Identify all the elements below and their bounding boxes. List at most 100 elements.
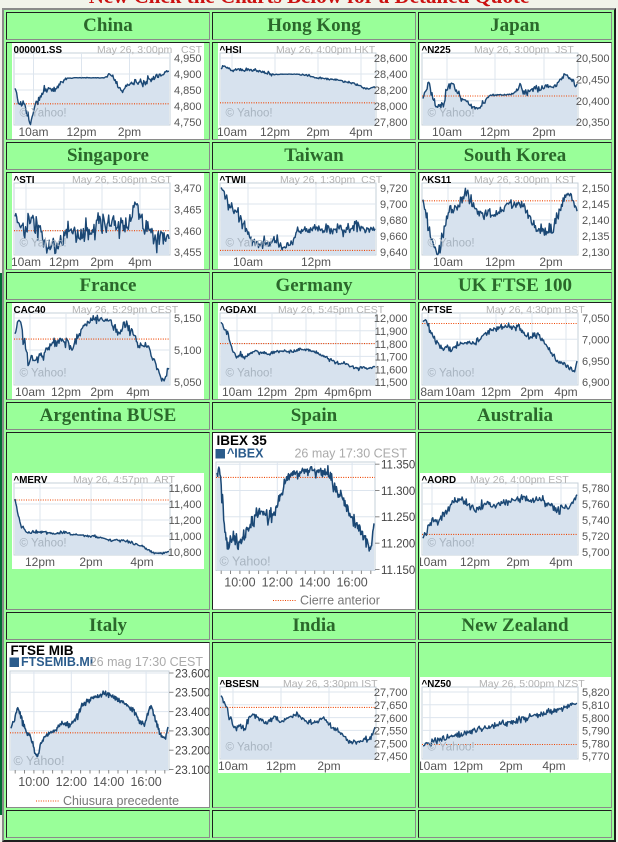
svg-text:12pm: 12pm (260, 125, 290, 139)
svg-text:^NZ50: ^NZ50 (421, 679, 451, 690)
svg-text:23.400: 23.400 (175, 707, 209, 719)
svg-text:May 26, 3:30pm IST: May 26, 3:30pm IST (283, 678, 378, 690)
svg-text:10am: 10am (420, 759, 447, 773)
svg-text:10am: 10am (218, 759, 248, 773)
svg-text:© Yahoo!: © Yahoo! (220, 555, 271, 569)
svg-text:May 26, 4:00pm HKT: May 26, 4:00pm HKT (276, 44, 376, 56)
svg-text:3,455: 3,455 (174, 247, 202, 259)
svg-text:11,800: 11,800 (375, 339, 408, 351)
svg-text:28,200: 28,200 (374, 85, 408, 97)
svg-text:11.200: 11.200 (381, 539, 415, 551)
svg-text:20,450: 20,450 (575, 75, 609, 87)
svg-text:10am: 10am (233, 255, 263, 269)
svg-text:CAC40: CAC40 (14, 305, 47, 316)
svg-text:5,780: 5,780 (581, 738, 609, 750)
svg-text:^GDAXI: ^GDAXI (220, 305, 257, 316)
svg-text:6pm: 6pm (348, 385, 371, 399)
svg-text:2,145: 2,145 (581, 199, 609, 211)
svg-text:9,680: 9,680 (380, 215, 408, 227)
svg-text:11,000: 11,000 (169, 531, 202, 543)
svg-text:5,050: 5,050 (174, 377, 202, 389)
svg-text:May 26, 3:00pm JST: May 26, 3:00pm JST (474, 44, 574, 56)
svg-text:12pm: 12pm (266, 759, 296, 773)
svg-text:16:00: 16:00 (336, 576, 367, 590)
svg-text:2pm: 2pm (79, 555, 102, 569)
svg-text:12pm: 12pm (301, 255, 331, 269)
svg-text:23.300: 23.300 (175, 726, 209, 738)
svg-text:5,780: 5,780 (581, 483, 609, 495)
svg-text:27,650: 27,650 (374, 700, 408, 712)
svg-text:11,700: 11,700 (375, 352, 408, 364)
svg-text:^N225: ^N225 (421, 45, 451, 56)
svg-text:12pm: 12pm (257, 385, 287, 399)
svg-text:© Yahoo!: © Yahoo! (427, 368, 474, 380)
svg-text:© Yahoo!: © Yahoo! (427, 742, 474, 754)
svg-text:May 26, 5:06pm SGT: May 26, 5:06pm SGT (72, 174, 172, 186)
svg-text:^TWII: ^TWII (220, 175, 247, 186)
svg-text:May 26, 5:29pm CEST: May 26, 5:29pm CEST (72, 304, 179, 316)
svg-text:12pm: 12pm (49, 255, 79, 269)
svg-text:FTSE MIB: FTSE MIB (11, 643, 74, 658)
svg-text:5,720: 5,720 (581, 531, 609, 543)
svg-text:4,950: 4,950 (174, 53, 202, 65)
svg-text:27,450: 27,450 (374, 751, 408, 763)
svg-text:28,400: 28,400 (374, 69, 408, 81)
svg-text:10am: 10am (15, 385, 45, 399)
svg-text:4pm: 4pm (126, 385, 149, 399)
svg-text:7,050: 7,050 (581, 313, 609, 325)
svg-text:12:00: 12:00 (56, 775, 87, 789)
svg-text:10:00: 10:00 (18, 775, 49, 789)
svg-text:14:00: 14:00 (299, 576, 330, 590)
svg-text:2pm: 2pm (294, 385, 317, 399)
svg-text:11.150: 11.150 (381, 565, 415, 577)
svg-text:5,100: 5,100 (174, 345, 202, 357)
svg-text:9,640: 9,640 (380, 247, 408, 259)
svg-text:5,700: 5,700 (581, 547, 609, 559)
svg-text:2pm: 2pm (118, 125, 141, 139)
svg-text:2pm: 2pm (90, 255, 113, 269)
svg-text:2pm: 2pm (532, 125, 555, 139)
svg-text:12:00: 12:00 (262, 576, 293, 590)
svg-text:2pm: 2pm (317, 759, 340, 773)
svg-text:11,200: 11,200 (169, 515, 202, 527)
svg-text:12pm: 12pm (51, 385, 81, 399)
svg-text:10,800: 10,800 (168, 547, 202, 559)
svg-text:4,900: 4,900 (174, 69, 202, 81)
svg-text:11,600: 11,600 (169, 483, 202, 495)
svg-text:6,950: 6,950 (581, 356, 609, 368)
svg-text:12pm: 12pm (479, 125, 509, 139)
svg-text:27,600: 27,600 (374, 713, 408, 725)
svg-text:4pm: 4pm (542, 759, 565, 773)
svg-text:26 mag 17:30 CEST: 26 mag 17:30 CEST (90, 655, 204, 669)
svg-text:10am: 10am (218, 125, 247, 139)
svg-text:10am: 10am (432, 255, 462, 269)
svg-text:10am: 10am (431, 125, 461, 139)
svg-text:14:00: 14:00 (93, 775, 124, 789)
svg-text:May 26, 3:00pm KST: May 26, 3:00pm KST (474, 174, 576, 186)
svg-text:27,550: 27,550 (374, 726, 408, 738)
svg-text:27,800: 27,800 (374, 117, 408, 129)
svg-text:2pm: 2pm (90, 385, 113, 399)
svg-text:23.500: 23.500 (175, 688, 209, 700)
svg-text:4pm: 4pm (128, 255, 151, 269)
svg-text:2pm: 2pm (506, 555, 529, 569)
svg-text:^MERV: ^MERV (14, 475, 48, 486)
svg-text:4pm: 4pm (554, 385, 577, 399)
svg-text:5,820: 5,820 (581, 687, 609, 699)
svg-text:3,470: 3,470 (174, 183, 202, 195)
svg-text:3,465: 3,465 (174, 205, 202, 217)
svg-text:10am: 10am (18, 125, 48, 139)
svg-text:© Yahoo!: © Yahoo! (20, 108, 67, 120)
svg-text:3,460: 3,460 (174, 226, 202, 238)
svg-text:4pm: 4pm (549, 555, 572, 569)
svg-text:© Yahoo!: © Yahoo! (226, 742, 273, 754)
svg-text:5,740: 5,740 (581, 515, 609, 527)
svg-text:9,720: 9,720 (380, 183, 408, 195)
svg-text:May 26, 5:00pm NZST: May 26, 5:00pm NZST (479, 678, 585, 690)
svg-text:6,900: 6,900 (581, 377, 609, 389)
svg-text:5,810: 5,810 (581, 700, 609, 712)
svg-text:2pm: 2pm (520, 385, 543, 399)
svg-text:2pm: 2pm (306, 125, 329, 139)
svg-text:© Yahoo!: © Yahoo! (20, 238, 67, 250)
svg-text:2,150: 2,150 (581, 183, 609, 195)
